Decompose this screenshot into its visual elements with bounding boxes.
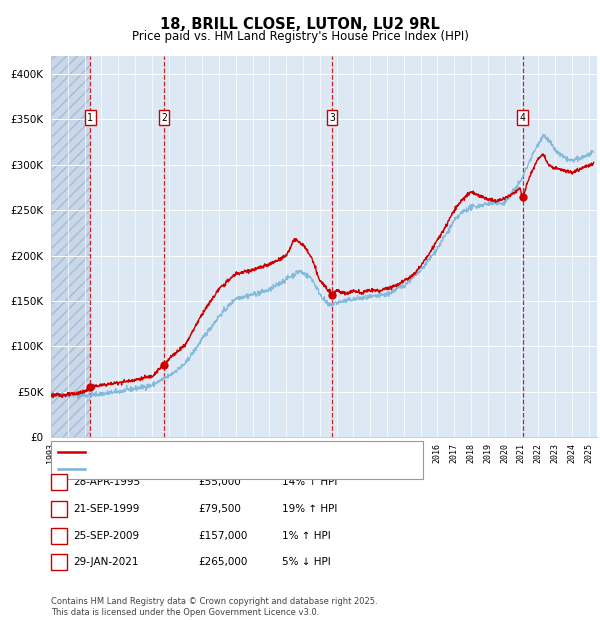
Text: £55,000: £55,000 [198,477,241,487]
Text: £157,000: £157,000 [198,531,247,541]
Text: 3: 3 [56,531,62,541]
Text: Contains HM Land Registry data © Crown copyright and database right 2025.
This d: Contains HM Land Registry data © Crown c… [51,598,377,617]
Text: Price paid vs. HM Land Registry's House Price Index (HPI): Price paid vs. HM Land Registry's House … [131,30,469,43]
Text: 1: 1 [87,113,93,123]
Text: 1: 1 [56,477,62,487]
Text: 14% ↑ HPI: 14% ↑ HPI [282,477,337,487]
Text: 18, BRILL CLOSE, LUTON, LU2 9RL (semi-detached house): 18, BRILL CLOSE, LUTON, LU2 9RL (semi-de… [90,447,373,457]
Text: 4: 4 [56,557,62,567]
Text: 18, BRILL CLOSE, LUTON, LU2 9RL: 18, BRILL CLOSE, LUTON, LU2 9RL [160,17,440,32]
Text: 2: 2 [161,113,167,123]
Text: 1% ↑ HPI: 1% ↑ HPI [282,531,331,541]
Text: 5% ↓ HPI: 5% ↓ HPI [282,557,331,567]
Text: 21-SEP-1999: 21-SEP-1999 [73,504,140,514]
Text: 19% ↑ HPI: 19% ↑ HPI [282,504,337,514]
Text: 25-SEP-2009: 25-SEP-2009 [73,531,139,541]
Text: £265,000: £265,000 [198,557,247,567]
Text: 28-APR-1995: 28-APR-1995 [73,477,140,487]
Text: HPI: Average price, semi-detached house, Luton: HPI: Average price, semi-detached house,… [90,464,325,474]
Bar [51,56,90,437]
Text: 3: 3 [329,113,335,123]
Text: £79,500: £79,500 [198,504,241,514]
Text: 4: 4 [520,113,526,123]
Text: 2: 2 [56,504,62,514]
Text: 29-JAN-2021: 29-JAN-2021 [73,557,139,567]
